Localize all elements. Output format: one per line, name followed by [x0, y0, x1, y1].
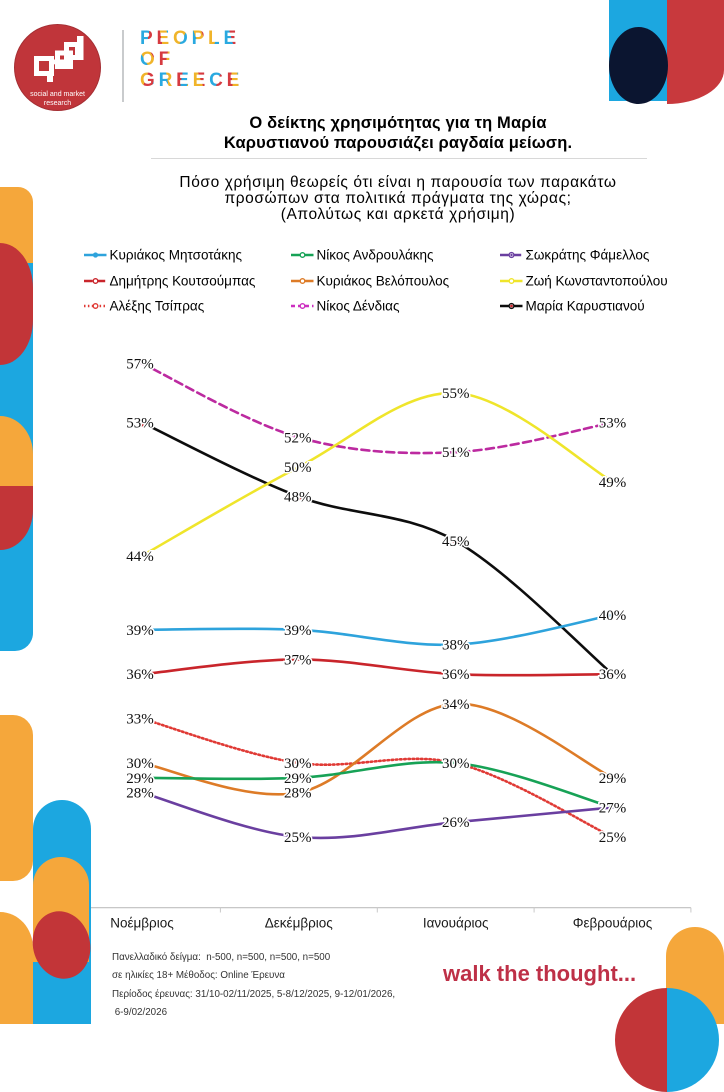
svg-text:52%: 52% — [284, 430, 312, 446]
svg-text:Ζωή Κωνσταντοπούλου: Ζωή Κωνσταντοπούλου — [526, 274, 668, 289]
svg-text:55%: 55% — [442, 386, 470, 402]
svg-text:29%: 29% — [126, 771, 154, 787]
svg-text:30%: 30% — [126, 756, 154, 772]
svg-text:Δεκέμβριος: Δεκέμβριος — [265, 916, 334, 931]
svg-text:49%: 49% — [599, 475, 627, 491]
svg-text:Κυριάκος Βελόπουλος: Κυριάκος Βελόπουλος — [317, 274, 450, 289]
svg-text:36%: 36% — [126, 667, 154, 683]
svg-text:30%: 30% — [284, 756, 312, 772]
svg-text:38%: 38% — [442, 638, 470, 654]
svg-text:36%: 36% — [442, 667, 470, 683]
svg-text:Δημήτρης Κουτσούμπας: Δημήτρης Κουτσούμπας — [110, 274, 256, 289]
svg-text:37%: 37% — [284, 652, 312, 668]
svg-text:Φεβρουάριος: Φεβρουάριος — [573, 916, 653, 931]
svg-text:27%: 27% — [599, 800, 627, 816]
svg-text:Μαρία Καρυστιανού: Μαρία Καρυστιανού — [526, 299, 645, 314]
svg-text:44%: 44% — [126, 549, 154, 565]
svg-text:53%: 53% — [126, 416, 154, 432]
svg-text:25%: 25% — [284, 830, 312, 846]
svg-text:29%: 29% — [599, 771, 627, 787]
svg-text:45%: 45% — [442, 534, 470, 550]
svg-text:29%: 29% — [284, 771, 312, 787]
svg-text:28%: 28% — [284, 786, 312, 802]
svg-text:Ιανουάριος: Ιανουάριος — [423, 916, 489, 931]
svg-text:Νίκος Δένδιας: Νίκος Δένδιας — [317, 299, 400, 314]
svg-text:40%: 40% — [599, 608, 627, 624]
svg-text:Νίκος Ανδρουλάκης: Νίκος Ανδρουλάκης — [317, 248, 435, 263]
svg-text:28%: 28% — [126, 786, 154, 802]
svg-text:Νοέμβριος: Νοέμβριος — [110, 916, 174, 931]
svg-text:33%: 33% — [126, 712, 154, 728]
svg-text:Σωκράτης Φάμελλος: Σωκράτης Φάμελλος — [526, 248, 650, 263]
svg-text:53%: 53% — [599, 416, 627, 432]
svg-text:36%: 36% — [599, 667, 627, 683]
svg-text:48%: 48% — [284, 490, 312, 506]
svg-text:30%: 30% — [442, 756, 470, 772]
svg-text:Κυριάκος Μητσοτάκης: Κυριάκος Μητσοτάκης — [110, 248, 243, 263]
svg-text:36%: 36% — [599, 667, 627, 683]
svg-text:34%: 34% — [442, 697, 470, 713]
svg-text:39%: 39% — [284, 623, 312, 639]
svg-text:39%: 39% — [126, 623, 154, 639]
svg-text:30%: 30% — [442, 756, 470, 772]
svg-text:27%: 27% — [599, 800, 627, 816]
svg-text:Αλέξης Τσίπρας: Αλέξης Τσίπρας — [110, 299, 205, 314]
svg-text:51%: 51% — [442, 445, 470, 461]
svg-text:26%: 26% — [442, 815, 470, 831]
svg-text:57%: 57% — [126, 356, 154, 372]
svg-text:50%: 50% — [284, 460, 312, 476]
svg-text:25%: 25% — [599, 830, 627, 846]
